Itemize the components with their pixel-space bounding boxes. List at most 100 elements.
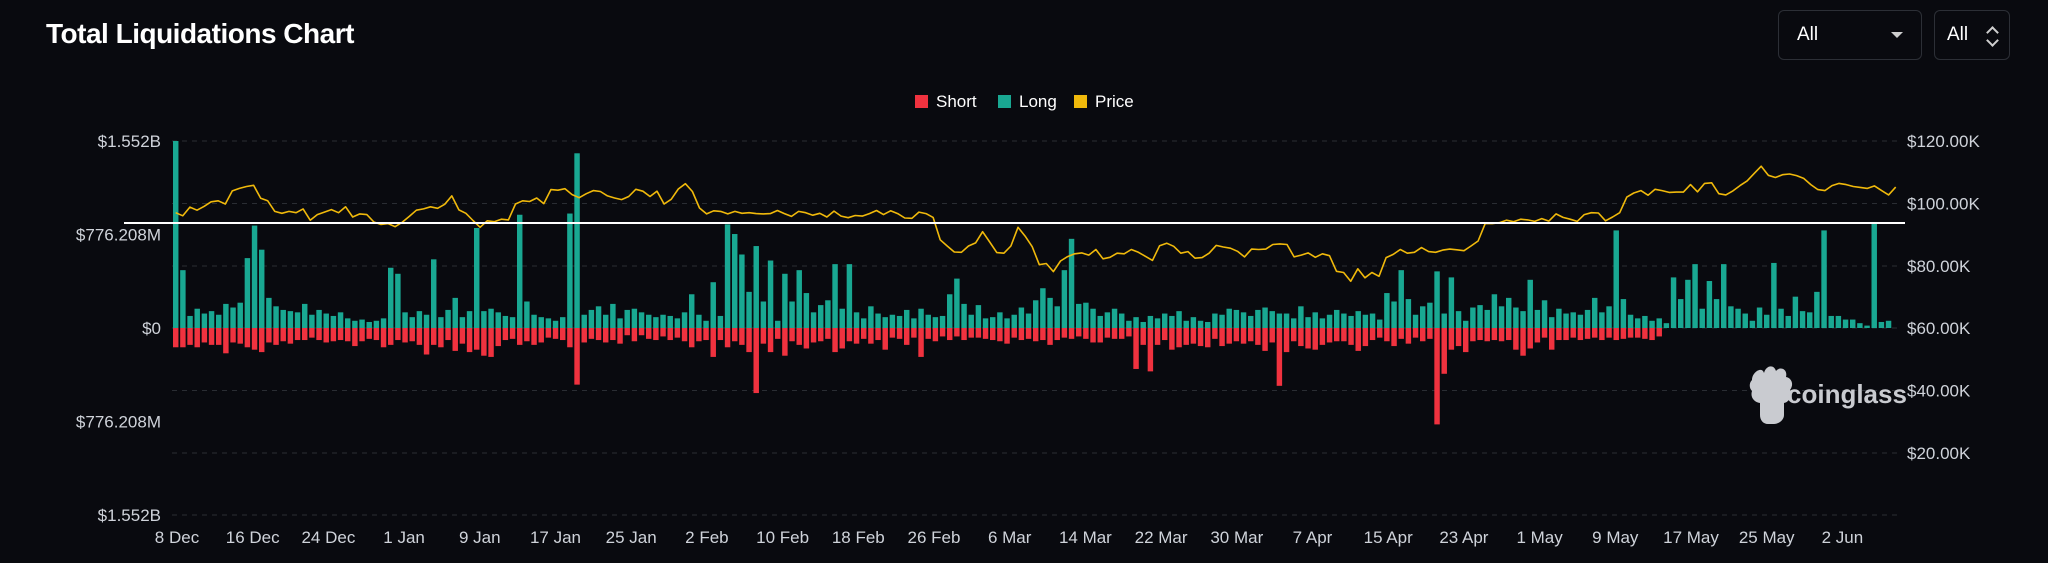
long-bar [875, 313, 881, 328]
long-bar [1742, 313, 1748, 328]
range-select[interactable]: All [1934, 10, 2010, 60]
long-bar [603, 314, 609, 328]
long-bar [1807, 312, 1813, 328]
short-bar [502, 328, 509, 341]
short-bar [531, 328, 537, 345]
long-bar [760, 301, 767, 328]
long-bar [1549, 317, 1555, 328]
short-bar [1219, 328, 1225, 347]
x-tick-label: 7 Apr [1293, 528, 1333, 547]
short-bar [1470, 328, 1476, 342]
long-bar [1334, 309, 1340, 328]
long-bar [1018, 307, 1025, 328]
short-bar [1018, 328, 1025, 341]
long-bar [1190, 317, 1197, 328]
short-bar [466, 328, 473, 353]
short-bar [1226, 328, 1232, 344]
long-bar [1878, 321, 1885, 328]
short-bar [488, 328, 494, 357]
short-bar [1420, 328, 1426, 342]
long-bar [287, 311, 294, 328]
long-bar [1663, 323, 1670, 328]
x-tick-label: 2 Feb [685, 528, 728, 547]
short-bar [1391, 328, 1397, 347]
short-bar [474, 328, 480, 350]
short-bar [782, 328, 788, 356]
short-bar [1047, 328, 1053, 345]
long-bar [495, 312, 501, 328]
short-bar [1255, 328, 1261, 345]
long-bar [402, 312, 408, 328]
coin-select-value: All [1797, 24, 1819, 45]
long-bar [567, 213, 573, 328]
long-bar [1291, 318, 1297, 328]
long-bar [595, 306, 602, 328]
long-bar [251, 225, 258, 328]
short-bar [173, 328, 179, 348]
short-bar [423, 328, 430, 355]
short-bar [1190, 328, 1197, 344]
long-bar [1799, 311, 1806, 328]
short-bar [1549, 328, 1555, 350]
long-bar [667, 315, 673, 328]
x-tick-label: 15 Apr [1364, 528, 1413, 547]
long-bar [1563, 313, 1569, 328]
short-bar [925, 328, 931, 339]
short-bar [395, 328, 401, 341]
short-bar [1097, 328, 1103, 343]
long-bar [1678, 299, 1684, 328]
long-bar [796, 270, 802, 328]
y-right-tick-label: $40.00K [1907, 382, 1971, 401]
long-bar [1104, 312, 1111, 328]
short-bar [746, 328, 752, 353]
short-bar [1090, 328, 1096, 343]
long-bar [373, 320, 380, 328]
long-bar [1685, 279, 1691, 328]
short-bar [825, 328, 831, 339]
coin-select[interactable]: All [1778, 10, 1922, 60]
x-tick-label: 25 Jan [606, 528, 657, 547]
long-bar [631, 308, 638, 328]
short-bar [853, 328, 860, 344]
short-bar [1305, 328, 1311, 349]
long-bar [524, 301, 530, 328]
short-bar [1111, 328, 1118, 339]
short-bar [1491, 328, 1498, 341]
short-bar [1570, 328, 1576, 338]
short-bar [1269, 328, 1275, 343]
short-bar [646, 328, 652, 339]
long-bar [1391, 301, 1397, 328]
short-bar [366, 328, 372, 339]
short-bar [302, 328, 308, 341]
short-bar [208, 328, 215, 345]
long-bar [1162, 313, 1168, 328]
y-left-tick-label: $0 [142, 319, 161, 338]
long-bar [832, 264, 838, 328]
long-bar [1498, 306, 1505, 328]
short-bar [803, 328, 810, 349]
short-bar [1448, 328, 1455, 350]
short-bar [216, 328, 222, 345]
short-bar [1004, 328, 1010, 344]
long-bar [316, 309, 322, 328]
long-bar [1276, 313, 1283, 328]
long-bar [1119, 313, 1125, 328]
short-bar [861, 328, 867, 339]
short-bar [1584, 328, 1591, 339]
long-bar [803, 293, 810, 328]
short-bar [1319, 328, 1326, 345]
short-bar [624, 328, 630, 336]
short-bar [1563, 328, 1569, 341]
short-bar [1534, 328, 1541, 343]
short-bar [610, 328, 616, 341]
short-bar [1369, 328, 1376, 341]
long-bar [1111, 308, 1118, 328]
long-bar [1269, 311, 1275, 328]
long-bar [1649, 320, 1655, 328]
price-line [175, 165, 1897, 283]
long-bar [1792, 296, 1799, 328]
watermark-text: coinglass [1787, 379, 1907, 409]
short-bar [717, 328, 724, 341]
long-bar [560, 317, 566, 328]
long-bar [259, 249, 265, 328]
